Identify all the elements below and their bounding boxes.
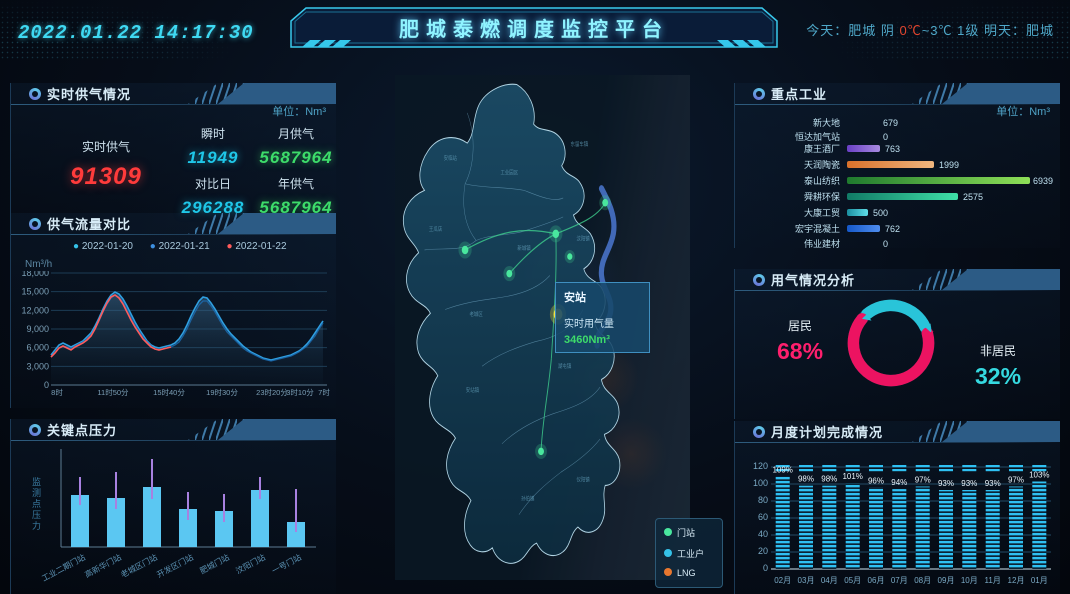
- svg-text:04月: 04月: [821, 576, 838, 585]
- svg-text:汶阳门站: 汶阳门站: [234, 552, 267, 576]
- svg-text:93%: 93%: [938, 479, 954, 488]
- svg-text:679: 679: [883, 118, 898, 128]
- svg-text:19时30分: 19时30分: [206, 387, 238, 397]
- svg-text:恒达加气站: 恒达加气站: [795, 131, 840, 142]
- svg-text:1999: 1999: [939, 160, 959, 170]
- svg-text:2575: 2575: [963, 192, 983, 202]
- svg-text:40: 40: [758, 529, 768, 539]
- svg-text:11时50分: 11时50分: [97, 387, 129, 397]
- svg-text:康王酒厂: 康王酒厂: [804, 143, 840, 154]
- svg-text:0: 0: [883, 239, 888, 248]
- svg-text:高新华门站: 高新华门站: [83, 552, 123, 580]
- svg-text:100: 100: [753, 478, 768, 488]
- svg-text:10月: 10月: [961, 576, 978, 585]
- svg-text:98%: 98%: [821, 475, 837, 484]
- svg-text:96%: 96%: [868, 476, 884, 485]
- svg-text:762: 762: [885, 224, 900, 234]
- svg-text:0: 0: [883, 132, 888, 142]
- svg-text:9,000: 9,000: [26, 324, 49, 334]
- svg-text:大康工贸: 大康工贸: [804, 207, 840, 218]
- svg-text:新大地: 新大地: [813, 118, 840, 128]
- svg-text:天润陶瓷: 天润陶瓷: [804, 159, 840, 170]
- svg-text:工业二期门站: 工业二期门站: [41, 552, 87, 583]
- svg-text:06月: 06月: [868, 576, 885, 585]
- svg-text:02月: 02月: [774, 576, 791, 585]
- svg-text:98%: 98%: [798, 475, 814, 484]
- svg-text:7时: 7时: [318, 387, 330, 397]
- svg-text:103%: 103%: [1029, 471, 1049, 480]
- svg-text:93%: 93%: [961, 479, 977, 488]
- svg-text:15时40分: 15时40分: [153, 387, 185, 397]
- svg-text:泰山纺织: 泰山纺织: [804, 175, 840, 186]
- svg-text:伟业建材: 伟业建材: [804, 238, 840, 248]
- svg-text:60: 60: [758, 512, 768, 522]
- svg-text:20: 20: [758, 546, 768, 556]
- svg-text:6939: 6939: [1033, 176, 1053, 186]
- svg-text:18,000: 18,000: [21, 271, 49, 278]
- svg-text:07月: 07月: [891, 576, 908, 585]
- svg-text:500: 500: [873, 208, 888, 218]
- svg-text:80: 80: [758, 495, 768, 505]
- svg-text:宏宇混凝土: 宏宇混凝土: [795, 223, 840, 234]
- svg-text:94%: 94%: [891, 478, 907, 487]
- svg-text:05月: 05月: [844, 576, 861, 585]
- svg-text:97%: 97%: [1008, 476, 1024, 485]
- svg-text:老城区门站: 老城区门站: [119, 552, 159, 580]
- svg-text:8时: 8时: [51, 387, 63, 397]
- svg-text:97%: 97%: [915, 476, 931, 485]
- svg-text:0: 0: [44, 380, 49, 390]
- svg-text:23时20分: 23时20分: [256, 387, 288, 397]
- svg-text:120: 120: [753, 461, 768, 471]
- svg-text:03月: 03月: [798, 576, 815, 585]
- svg-text:93%: 93%: [985, 479, 1001, 488]
- svg-text:3时10分: 3时10分: [286, 387, 314, 397]
- svg-text:6,000: 6,000: [26, 343, 49, 353]
- svg-text:101%: 101%: [842, 472, 862, 481]
- svg-text:15,000: 15,000: [21, 287, 49, 297]
- svg-text:12月: 12月: [1008, 576, 1025, 585]
- svg-text:763: 763: [885, 144, 900, 154]
- svg-text:肥城门站: 肥城门站: [198, 552, 231, 576]
- svg-text:舜耕环保: 舜耕环保: [804, 191, 840, 202]
- svg-text:01月: 01月: [1031, 576, 1048, 585]
- svg-text:109%: 109%: [772, 465, 792, 474]
- svg-text:08月: 08月: [914, 576, 931, 585]
- svg-text:0: 0: [763, 563, 768, 573]
- svg-text:12,000: 12,000: [21, 305, 49, 315]
- svg-text:开发区门站: 开发区门站: [155, 552, 195, 580]
- svg-text:09月: 09月: [938, 576, 955, 585]
- svg-text:11月: 11月: [985, 576, 1001, 585]
- svg-text:一号门站: 一号门站: [270, 552, 303, 576]
- svg-text:3,000: 3,000: [26, 361, 49, 371]
